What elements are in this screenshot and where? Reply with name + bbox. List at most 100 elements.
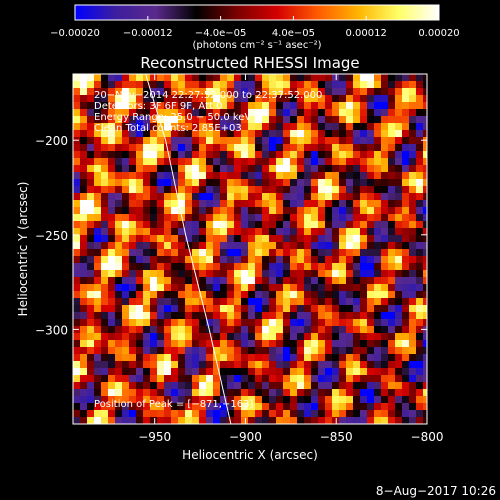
heatmap-cell: [192, 361, 200, 369]
heatmap-cell: [374, 221, 382, 229]
heatmap-cell: [262, 95, 270, 103]
heatmap-cell: [87, 102, 95, 110]
heatmap-cell: [360, 144, 368, 152]
heatmap-cell: [304, 375, 312, 383]
heatmap-cell: [360, 368, 368, 376]
heatmap-cell: [353, 256, 361, 264]
heatmap-cell: [234, 179, 242, 187]
heatmap-cell: [80, 291, 88, 299]
heatmap-cell: [332, 375, 340, 383]
colorbar-tick-label: −4.0e−05: [195, 28, 247, 39]
heatmap-cell: [234, 291, 242, 299]
heatmap-cell: [87, 347, 95, 355]
heatmap-cell: [136, 340, 144, 348]
heatmap-cell: [227, 172, 235, 180]
heatmap-cell: [164, 277, 172, 285]
heatmap-cell: [255, 186, 263, 194]
heatmap-cell: [220, 214, 228, 222]
heatmap-cell: [353, 340, 361, 348]
heatmap-cell: [255, 333, 263, 341]
heatmap-cell: [416, 158, 424, 166]
heatmap-cell: [248, 221, 256, 229]
heatmap-cell: [374, 326, 382, 334]
heatmap-cell: [325, 333, 333, 341]
heatmap-cell: [94, 207, 102, 215]
heatmap-cell: [185, 130, 193, 138]
heatmap-cell: [360, 396, 368, 404]
heatmap-cell: [388, 214, 396, 222]
heatmap-cell: [297, 417, 305, 424]
heatmap-cell: [290, 95, 298, 103]
heatmap-cell: [143, 81, 151, 89]
heatmap-cell: [269, 95, 277, 103]
heatmap-cell: [213, 375, 221, 383]
heatmap-cell: [80, 221, 88, 229]
heatmap-cell: [220, 151, 228, 159]
heatmap-cell: [80, 123, 88, 131]
heatmap-cell: [220, 137, 228, 145]
heatmap-cell: [199, 417, 207, 424]
heatmap-cell: [143, 368, 151, 376]
heatmap-cell: [164, 228, 172, 236]
heatmap-cell: [108, 326, 116, 334]
heatmap-cell: [416, 354, 424, 362]
heatmap-cell: [164, 144, 172, 152]
heatmap-cell: [262, 221, 270, 229]
heatmap-cell: [248, 81, 256, 89]
heatmap-cell: [213, 172, 221, 180]
heatmap-cell: [157, 326, 165, 334]
heatmap-cell: [164, 249, 172, 257]
heatmap-cell: [80, 354, 88, 362]
heatmap-cell: [416, 186, 424, 194]
heatmap-cell: [395, 396, 403, 404]
heatmap-cell: [262, 326, 270, 334]
heatmap-cell: [143, 382, 151, 390]
heatmap-cell: [304, 228, 312, 236]
heatmap-cell: [290, 354, 298, 362]
heatmap-cell: [360, 130, 368, 138]
heatmap-cell: [213, 333, 221, 341]
heatmap-cell: [304, 326, 312, 334]
heatmap-cell: [374, 375, 382, 383]
heatmap-cell: [395, 298, 403, 306]
heatmap-cell: [416, 291, 424, 299]
heatmap-cell: [94, 235, 102, 243]
heatmap-cell: [234, 389, 242, 397]
heatmap-cell: [367, 193, 375, 201]
heatmap-cell: [178, 305, 186, 313]
heatmap-cell: [255, 102, 263, 110]
heatmap-cell: [360, 242, 368, 250]
heatmap-cell: [388, 333, 396, 341]
heatmap-cell: [395, 207, 403, 215]
heatmap-cell: [150, 116, 158, 124]
heatmap-cell: [94, 375, 102, 383]
heatmap-cell: [304, 214, 312, 222]
heatmap-cell: [87, 123, 95, 131]
heatmap-cell: [241, 193, 249, 201]
heatmap-cell: [402, 123, 410, 131]
heatmap-cell: [122, 221, 130, 229]
heatmap-cell: [402, 172, 410, 180]
heatmap-cell: [185, 95, 193, 103]
heatmap-cell: [276, 326, 284, 334]
heatmap-cell: [346, 228, 354, 236]
heatmap-cell: [129, 368, 137, 376]
heatmap-cell: [332, 368, 340, 376]
heatmap-cell: [213, 130, 221, 138]
heatmap-cell: [374, 158, 382, 166]
heatmap-cell: [325, 361, 333, 369]
heatmap-cell: [80, 270, 88, 278]
heatmap-cell: [248, 417, 256, 424]
heatmap-cell: [157, 193, 165, 201]
heatmap-cell: [311, 207, 319, 215]
heatmap-cell: [423, 403, 427, 411]
heatmap-cell: [73, 270, 81, 278]
heatmap-cell: [185, 361, 193, 369]
x-tick-label: −900: [229, 430, 262, 444]
heatmap-cell: [206, 130, 214, 138]
heatmap-cell: [311, 228, 319, 236]
heatmap-cell: [115, 340, 123, 348]
heatmap-cell: [108, 368, 116, 376]
heatmap-cell: [304, 235, 312, 243]
heatmap-cell: [227, 382, 235, 390]
